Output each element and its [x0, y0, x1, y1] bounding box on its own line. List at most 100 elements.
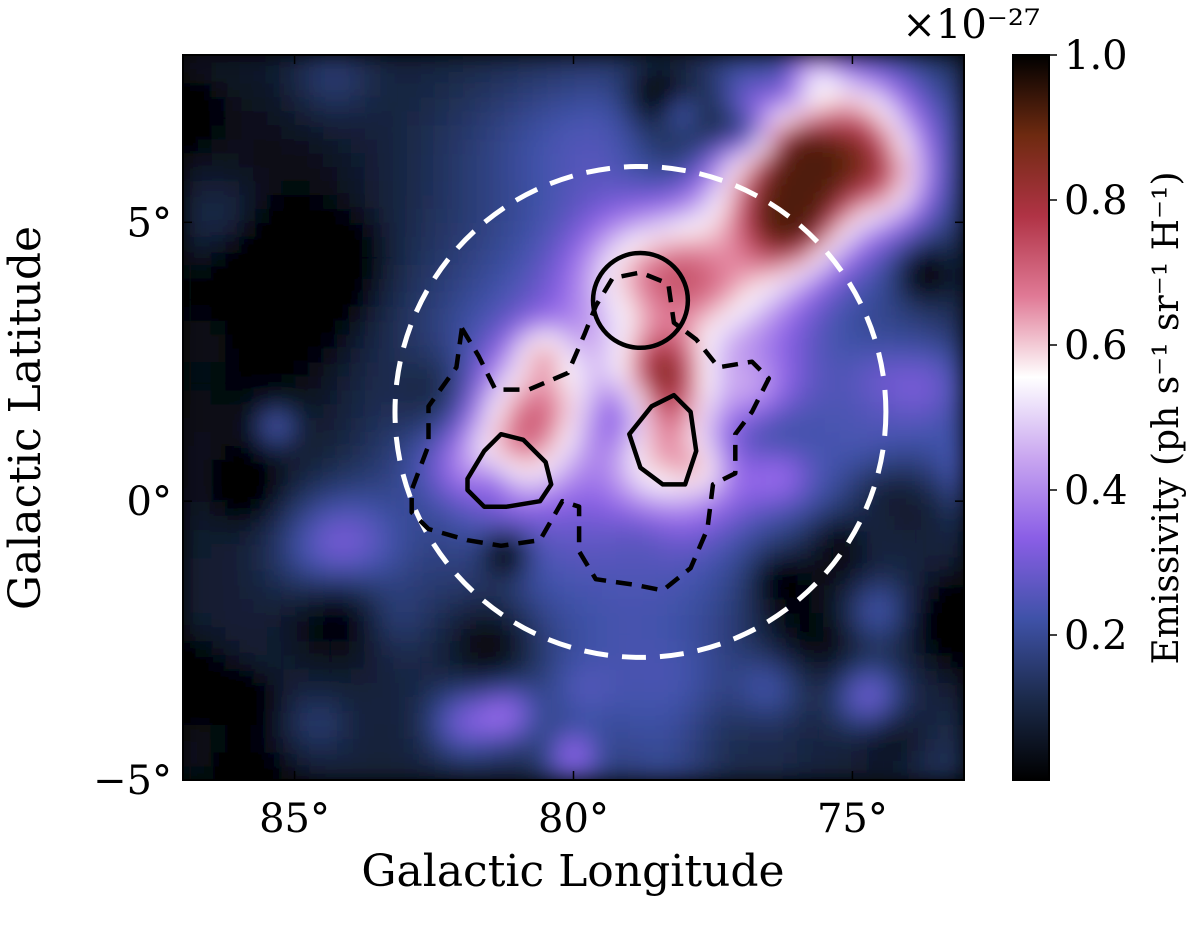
heatmap-cell [601, 598, 616, 614]
heatmap-cell [685, 222, 700, 237]
heatmap-cell [768, 124, 784, 140]
heatmap-cell [712, 417, 728, 433]
heatmap-cell [908, 82, 923, 98]
heatmap-cell [238, 375, 254, 391]
heatmap-cell [810, 361, 826, 377]
heatmap-cell [322, 180, 338, 196]
heatmap-cell [266, 626, 282, 642]
heatmap-cell [322, 529, 338, 544]
heatmap-cell [880, 529, 895, 544]
heatmap-cell [908, 152, 923, 168]
heatmap-cell [531, 152, 547, 168]
heatmap-cell [894, 361, 909, 377]
heatmap-cell [740, 96, 756, 112]
heatmap-cell [196, 110, 212, 126]
heatmap-cell [252, 250, 268, 265]
heatmap-cell [936, 612, 951, 628]
heatmap-cell [894, 278, 909, 293]
heatmap-cell [810, 138, 826, 154]
heatmap-cell [796, 487, 812, 502]
heatmap-cell [434, 208, 449, 223]
heatmap-cell [950, 250, 964, 265]
heatmap-cell [824, 82, 840, 98]
heatmap-cell [894, 542, 909, 558]
heatmap-cell [908, 403, 923, 419]
heatmap-cell [936, 710, 951, 725]
heatmap-cell [922, 305, 937, 321]
heatmap-cell [699, 305, 714, 321]
heatmap-cell [824, 710, 840, 725]
heatmap-cell [336, 82, 351, 98]
heatmap-cell [587, 556, 602, 572]
heatmap-cell [224, 375, 240, 391]
heatmap-cell [601, 208, 616, 223]
heatmap-cell [866, 305, 881, 321]
heatmap-cell [796, 389, 812, 405]
heatmap-cell [461, 68, 477, 84]
heatmap-cell [308, 264, 324, 279]
heatmap-cell [447, 264, 463, 279]
heatmap-cell [782, 584, 798, 600]
heatmap-cell [936, 654, 951, 670]
heatmap-cell [950, 626, 964, 642]
heatmap-cell [838, 96, 854, 112]
heatmap-cell [782, 222, 798, 237]
heatmap-cell [643, 319, 658, 335]
heatmap-cell [503, 152, 519, 168]
heatmap-cell [810, 501, 826, 516]
heatmap-cell [308, 752, 324, 767]
heatmap-cell [280, 166, 296, 182]
heatmap-cell [364, 55, 379, 70]
heatmap-cell [726, 138, 742, 154]
heatmap-cell [447, 305, 463, 321]
heatmap-cell [922, 55, 937, 70]
heatmap-cell [531, 389, 547, 405]
heatmap-cell [350, 82, 365, 98]
heatmap-cell [573, 682, 589, 697]
heatmap-cell [852, 333, 867, 349]
heatmap-cell [531, 305, 547, 321]
heatmap-cell [754, 124, 770, 140]
heatmap-cell [936, 459, 951, 474]
heatmap-cell [183, 166, 198, 182]
heatmap-cell [447, 668, 463, 684]
heatmap-cell [643, 347, 658, 363]
heatmap-cell [866, 361, 881, 377]
heatmap-cell [950, 752, 964, 767]
heatmap-cell [712, 333, 728, 349]
heatmap-cell [894, 529, 909, 544]
heatmap-cell [322, 166, 338, 182]
heatmap-cell [908, 166, 923, 182]
heatmap-cell [294, 542, 310, 558]
heatmap-cell [378, 347, 393, 363]
heatmap-cell [880, 570, 895, 586]
heatmap-cell [489, 640, 505, 656]
heatmap-cell [852, 278, 867, 293]
heatmap-cell [573, 487, 589, 502]
heatmap-cell [740, 529, 756, 544]
heatmap-cell [866, 752, 881, 767]
heatmap-cell [266, 752, 282, 767]
heatmap-cell [252, 55, 268, 70]
heatmap-cell [545, 542, 561, 558]
heatmap-cell [894, 222, 909, 237]
heatmap-cell [768, 319, 784, 335]
heatmap-cell [894, 584, 909, 600]
heatmap-cell [866, 55, 881, 70]
heatmap-cell [406, 222, 421, 237]
heatmap-cell [643, 570, 658, 586]
heatmap-cell [824, 696, 840, 711]
heatmap-cell [308, 403, 324, 419]
heatmap-cell [559, 696, 575, 711]
heatmap-cell [950, 403, 964, 419]
heatmap-cell [601, 431, 616, 446]
heatmap-cell [712, 626, 728, 642]
heatmap-cell [447, 598, 463, 614]
heatmap-cell [406, 264, 421, 279]
heatmap-cell [350, 724, 365, 739]
heatmap-cell [531, 431, 547, 446]
heatmap-cell [503, 738, 519, 753]
heatmap-cell [210, 264, 226, 279]
heatmap-cell [364, 236, 379, 251]
heatmap-cell [615, 473, 630, 488]
